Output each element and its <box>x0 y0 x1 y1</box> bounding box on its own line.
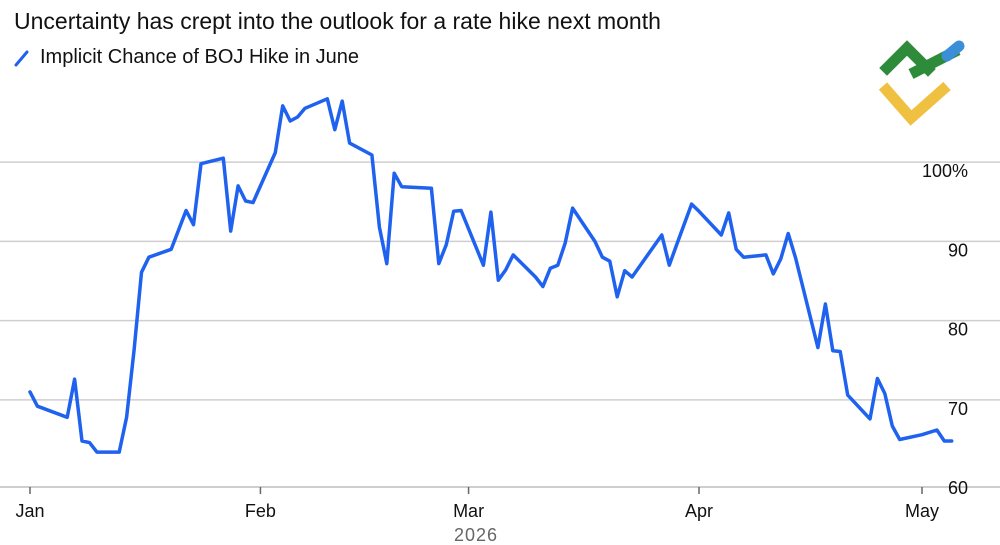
y-tick-label-70: 70 <box>948 399 968 419</box>
y-tick-label-60: 60 <box>948 478 968 498</box>
y-tick-label-100: 100% <box>922 161 968 181</box>
x-tick-label-jan: Jan <box>15 501 44 521</box>
x-tick-label-mar: Mar <box>453 501 484 521</box>
y-tick-label-80: 80 <box>948 320 968 340</box>
x-tick-label-apr: Apr <box>685 501 713 521</box>
legend-line-swatch <box>14 50 29 66</box>
x-tick-label-feb: Feb <box>245 501 276 521</box>
y-tick-label-90: 90 <box>948 240 968 260</box>
chart-title: Uncertainty has crept into the outlook f… <box>14 8 661 34</box>
legend: Implicit Chance of BOJ Hike in June <box>14 46 359 69</box>
x-axis-year-label: 2026 <box>454 525 498 545</box>
x-tick-label-may: May <box>905 501 939 521</box>
series-line-0 <box>28 97 954 454</box>
brand-logo <box>878 40 965 126</box>
legend-label: Implicit Chance of BOJ Hike in June <box>40 46 360 68</box>
